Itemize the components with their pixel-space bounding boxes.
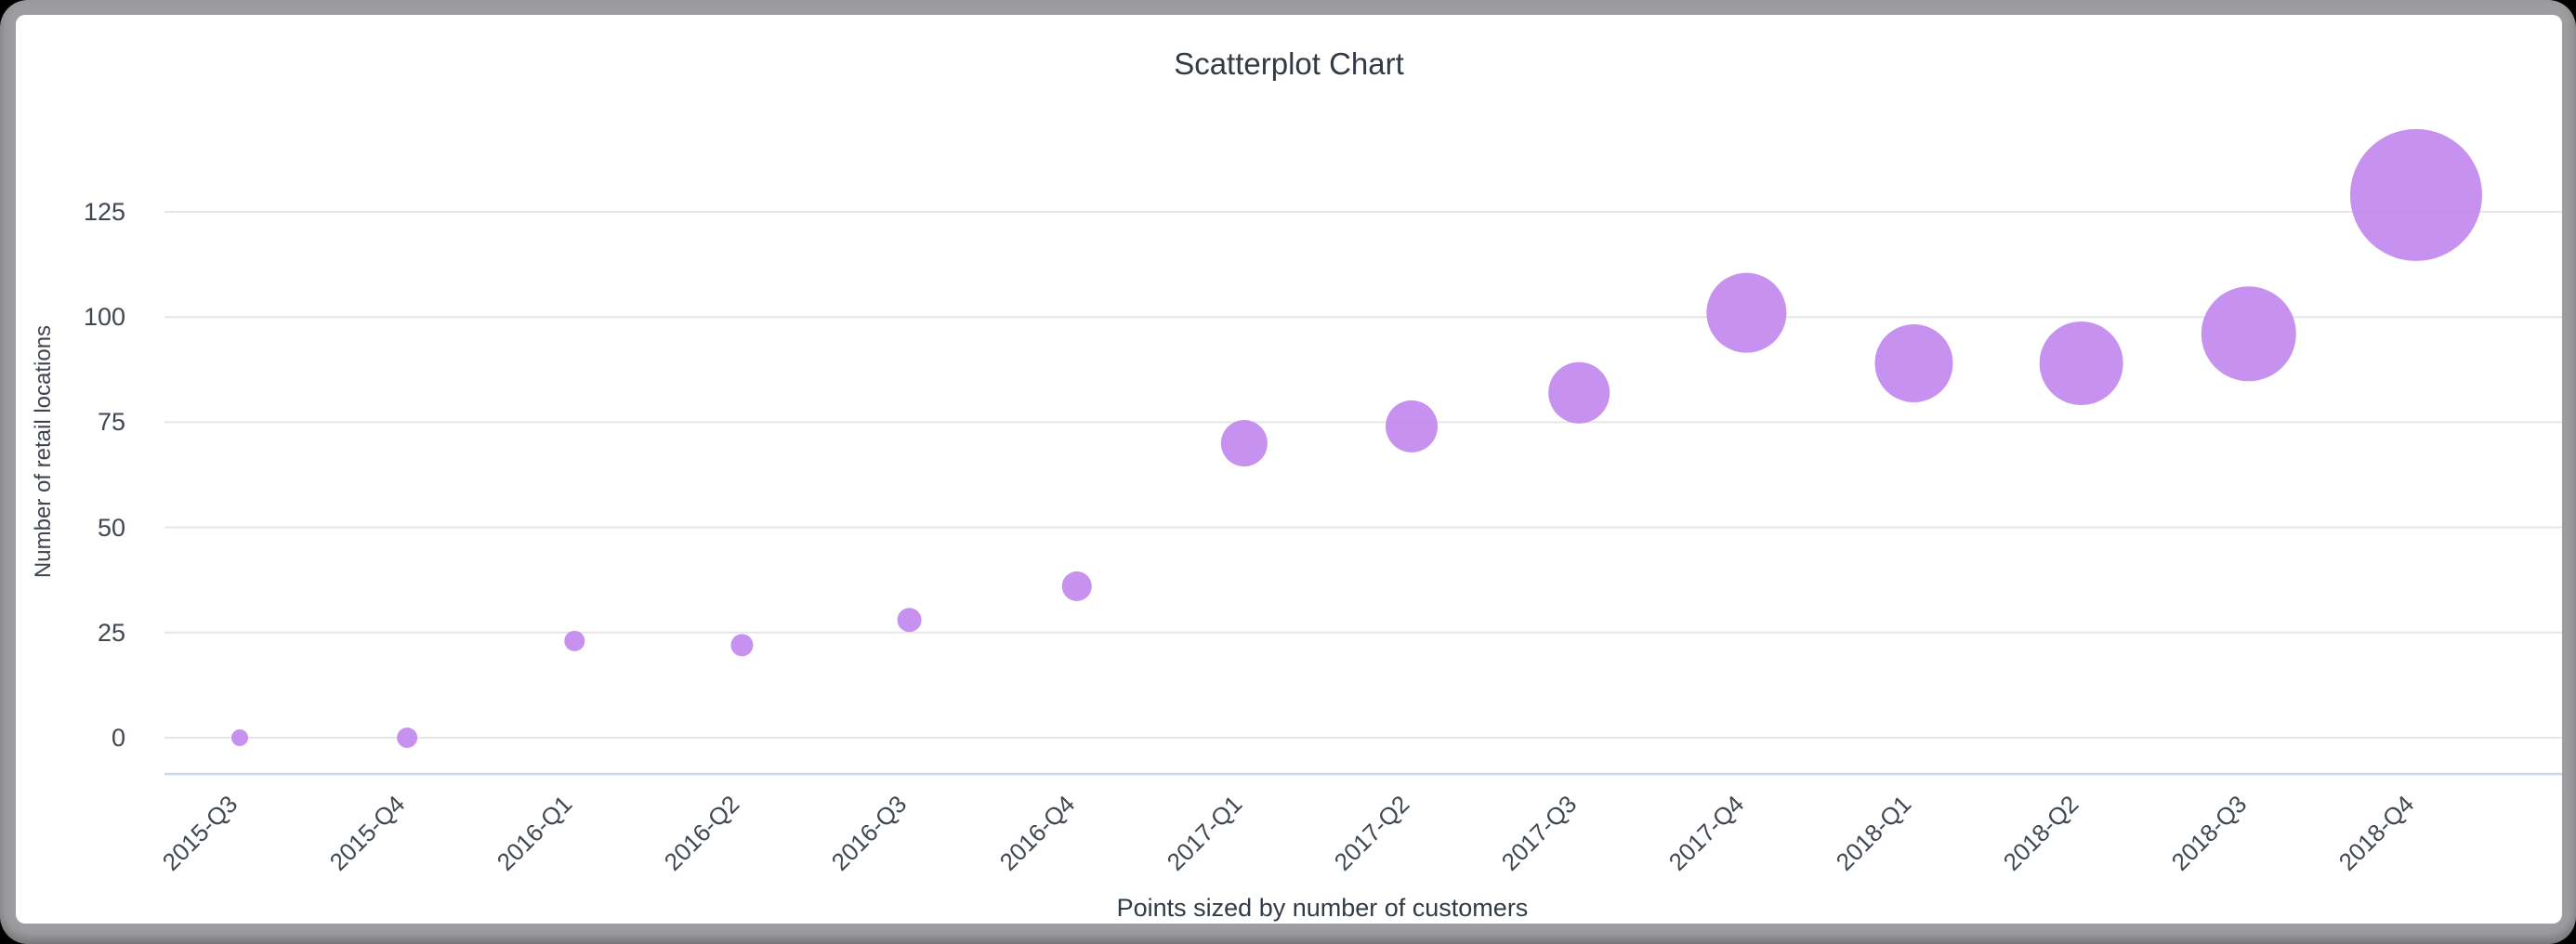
y-tick-label: 0 [111, 724, 125, 752]
chart-title: Scatterplot Chart [1174, 46, 1404, 81]
scatter-point[interactable] [730, 634, 754, 657]
scatter-point[interactable] [2039, 321, 2123, 406]
y-tick-label: 125 [83, 198, 125, 226]
scatter-point[interactable] [1061, 570, 1092, 601]
scatter-point[interactable] [1220, 420, 1268, 467]
y-tick-label: 75 [97, 408, 125, 437]
scatter-point[interactable] [2201, 286, 2296, 382]
scatter-point[interactable] [1386, 400, 1439, 452]
y-tick-label: 50 [97, 513, 125, 542]
scatter-point[interactable] [564, 630, 585, 651]
y-tick-label: 25 [97, 618, 125, 647]
scatterplot-canvas [164, 128, 2562, 776]
chart-surface: Scatterplot Chart Number of retail locat… [16, 15, 2562, 924]
y-tick-label: 100 [83, 303, 125, 332]
scatter-point[interactable] [1706, 272, 1787, 353]
scatter-point[interactable] [1874, 324, 1953, 403]
scatter-point[interactable] [231, 729, 248, 746]
scatter-point[interactable] [897, 608, 922, 633]
scatter-point[interactable] [2349, 128, 2482, 261]
scatter-point[interactable] [1548, 361, 1610, 424]
x-axis-note: Points sized by number of customers [1116, 894, 1529, 922]
scatter-point[interactable] [397, 728, 418, 748]
